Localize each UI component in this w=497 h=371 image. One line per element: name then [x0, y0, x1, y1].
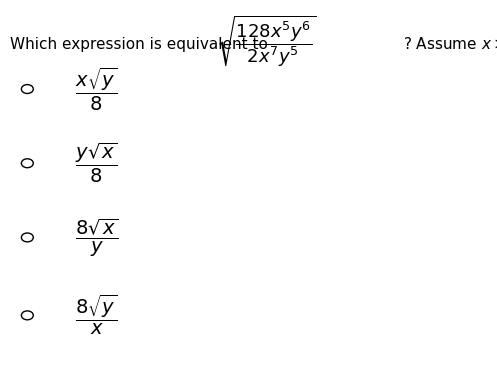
Text: ? Assume $x > 0$ and $y > 0$.: ? Assume $x > 0$ and $y > 0$.: [403, 35, 497, 54]
Text: $\dfrac{8\sqrt{x}}{y}$: $\dfrac{8\sqrt{x}}{y}$: [75, 216, 118, 259]
Text: $\dfrac{x\sqrt{y}}{8}$: $\dfrac{x\sqrt{y}}{8}$: [75, 65, 117, 113]
Text: Which expression is equivalent to: Which expression is equivalent to: [10, 37, 268, 52]
Text: $\sqrt{\dfrac{128x^{5}y^{6}}{2x^{7}y^{5}}}$: $\sqrt{\dfrac{128x^{5}y^{6}}{2x^{7}y^{5}…: [216, 13, 316, 69]
Text: $\dfrac{y\sqrt{x}}{8}$: $\dfrac{y\sqrt{x}}{8}$: [75, 141, 117, 186]
Text: $\dfrac{8\sqrt{y}}{x}$: $\dfrac{8\sqrt{y}}{x}$: [75, 293, 117, 338]
